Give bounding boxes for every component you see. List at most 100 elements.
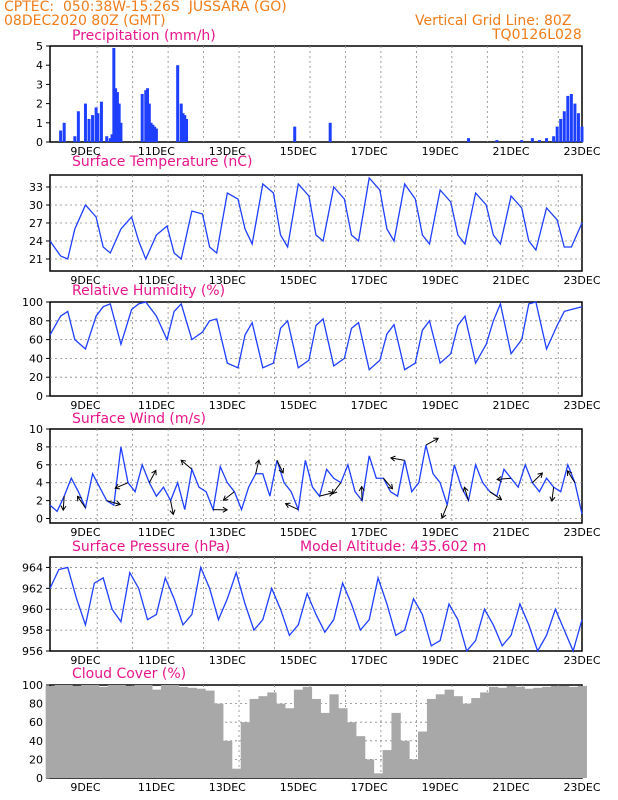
x-tick-label: 19DEC	[422, 145, 459, 158]
y-tick-label: 0	[36, 772, 43, 785]
y-tick-label: 956	[22, 645, 43, 658]
wind-arrow-head	[440, 513, 447, 519]
y-tick-label: 0	[36, 513, 43, 526]
series-line	[49, 176, 583, 261]
cloud-bar	[187, 687, 197, 778]
precip-bar	[59, 130, 63, 142]
cloud-bar	[382, 750, 392, 778]
y-tick-label: 4	[36, 477, 43, 490]
y-tick-label: 964	[22, 561, 43, 574]
wind-arrow-head	[151, 469, 157, 476]
precip-bar	[151, 124, 155, 142]
precip-bar	[91, 115, 95, 142]
x-tick-label: 23DEC	[563, 145, 600, 158]
x-tick-label: 13DEC	[209, 145, 246, 158]
y-tick-label: 40	[29, 352, 43, 365]
y-tick-label: 962	[22, 582, 43, 595]
cloud-bar	[444, 689, 454, 778]
precip-bar	[555, 126, 559, 142]
wind-arrow	[223, 491, 235, 501]
precip-bar	[537, 140, 541, 142]
y-tick-label: 60	[29, 334, 43, 347]
precip-bar	[293, 126, 297, 142]
x-tick-label: 21DEC	[493, 145, 530, 158]
precip-bar	[179, 103, 183, 142]
wind-arrow-head	[358, 485, 365, 492]
precip-bar	[105, 136, 109, 142]
panel-frame	[49, 45, 583, 143]
cloud-bar	[435, 694, 446, 778]
cloud-bar	[418, 731, 428, 778]
precip-bar	[559, 118, 563, 142]
x-tick-label: 23DEC	[563, 654, 600, 667]
wind-title: Surface Wind (m/s)	[72, 411, 206, 427]
precip-bar	[467, 138, 471, 142]
wind-arrow	[180, 459, 193, 470]
precip-bar	[110, 134, 114, 142]
precip-bar	[495, 140, 499, 142]
y-tick-label: 3	[36, 78, 43, 91]
x-tick-label: 15DEC	[280, 654, 317, 667]
y-tick-label: 100	[22, 679, 43, 692]
precip-bar	[566, 95, 570, 142]
cloud-bar	[178, 686, 188, 778]
pressure-title: Surface Pressure (hPa)	[72, 539, 231, 555]
precip-bar	[140, 94, 144, 142]
cloud-bar	[134, 685, 144, 778]
precip-bar	[530, 138, 534, 142]
cloud-bar	[267, 692, 277, 778]
x-tick-label: 9DEC	[70, 145, 100, 158]
wind-arrow	[383, 477, 393, 490]
cloud-bar	[143, 685, 153, 778]
precip-bar	[328, 122, 332, 142]
x-tick-label: 17DEC	[351, 274, 388, 287]
precip-bar	[545, 138, 549, 142]
x-tick-label: 15DEC	[280, 781, 317, 794]
cloud-bar	[293, 689, 304, 778]
wind-arrow	[285, 503, 299, 511]
model-id: TQ0126L028	[492, 27, 582, 43]
precip-bar	[144, 90, 148, 142]
cloud-bar	[231, 768, 242, 778]
cloud-bar	[258, 696, 268, 778]
cloud-bar	[125, 685, 135, 778]
wind-arrow	[463, 487, 469, 501]
wind-arrow	[489, 491, 502, 500]
wind-arrow	[551, 487, 555, 502]
precip-bar	[87, 118, 91, 142]
x-tick-label: 21DEC	[493, 399, 530, 412]
panel-frame	[49, 301, 583, 397]
precip-bar	[576, 113, 580, 142]
precip-bar	[154, 128, 158, 142]
x-tick-label: 13DEC	[209, 399, 246, 412]
precip-bar	[146, 88, 150, 142]
cloud-bar	[338, 708, 348, 778]
cloud-bar	[311, 698, 321, 778]
y-tick-label: 80	[29, 698, 43, 711]
x-tick-label: 13DEC	[209, 526, 246, 539]
wind-arrow-head	[496, 476, 502, 483]
wind-arrow	[425, 437, 439, 446]
x-tick-label: 13DEC	[209, 274, 246, 287]
wind-arrow	[390, 457, 405, 461]
precip-bar	[147, 103, 151, 142]
x-tick-label: 11DEC	[138, 274, 175, 287]
precip-bar	[185, 118, 189, 142]
wind-arrow-head	[169, 509, 176, 516]
wind-arrow-head	[278, 467, 285, 474]
series-line	[49, 565, 583, 653]
precip-bar	[176, 65, 180, 142]
cloud-bar	[81, 685, 91, 778]
wind-arrow-head	[537, 472, 544, 478]
cloud-bar	[196, 688, 206, 778]
panel-frame	[49, 428, 583, 524]
x-tick-label: 13DEC	[209, 781, 246, 794]
precip-bar	[552, 136, 556, 142]
wind-arrow-head	[115, 500, 122, 507]
precip-bar	[153, 126, 157, 142]
panel-frame	[49, 556, 583, 652]
x-tick-label: 21DEC	[493, 781, 530, 794]
cloud-bar	[285, 708, 295, 778]
cloud-bar	[488, 686, 499, 778]
cloud-bar	[205, 690, 215, 778]
